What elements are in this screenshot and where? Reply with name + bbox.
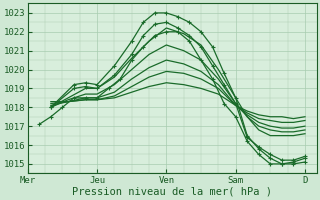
X-axis label: Pression niveau de la mer( hPa ): Pression niveau de la mer( hPa ) <box>72 187 272 197</box>
